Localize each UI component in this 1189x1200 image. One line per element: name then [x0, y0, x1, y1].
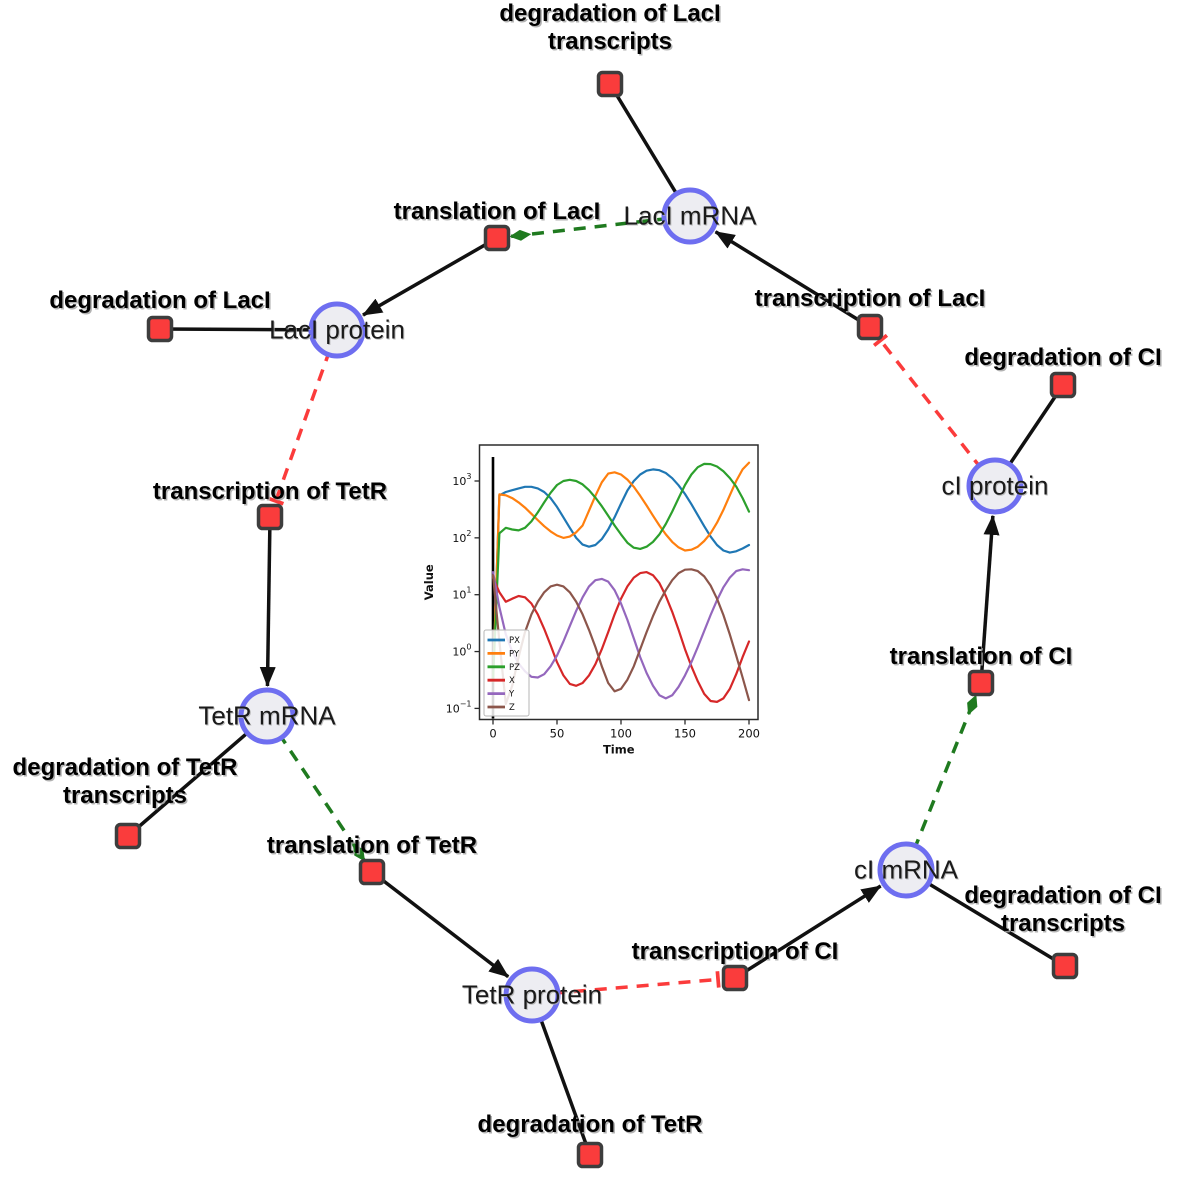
- x-tick-label: 0: [489, 727, 496, 741]
- edge-tetR_prot-to-transc_cI-inhibition: [531, 971, 721, 997]
- y-tick-label: 101: [452, 586, 471, 602]
- time-series-chart: 0 50 100 150 200 103 102 101 100 10−1 Time Value PX P…: [422, 436, 770, 758]
- legend-label: PY: [509, 649, 520, 659]
- reaction-node-transl_cI[interactable]: [967, 669, 995, 697]
- x-tick-label: 50: [550, 727, 565, 741]
- curve-Z: [491, 568, 751, 706]
- reaction-node-transl_tetR[interactable]: [358, 858, 386, 886]
- y-axis-label: Value: [422, 564, 436, 600]
- curve-Y: [491, 568, 751, 700]
- reaction-node-transl_lacI[interactable]: [483, 224, 511, 252]
- y-tick-label: 10−1: [446, 699, 472, 715]
- edge-tetR_mRNA-to-deg_tetR_tr-plain: [126, 714, 269, 838]
- species-node-tetR_prot[interactable]: [503, 966, 561, 1024]
- edge-transl_tetR-to-tetR_prot-arrow: [370, 870, 510, 979]
- edge-cI_mRNA-to-deg_cI_tr-plain: [905, 868, 1066, 968]
- species-node-cI_mRNA[interactable]: [877, 841, 935, 899]
- x-tick-label: 150: [674, 727, 696, 741]
- reaction-node-deg_cI_tr[interactable]: [1051, 952, 1079, 980]
- reaction-node-deg_lacI_tr[interactable]: [596, 70, 624, 98]
- curve-PZ: [491, 462, 751, 683]
- legend-box: [483, 629, 530, 717]
- curve-PX: [491, 468, 751, 683]
- reaction-node-deg_tetR[interactable]: [576, 1141, 604, 1169]
- edge-cI_prot-to-transc_lacI-inhibition: [872, 333, 997, 488]
- x-tick-label: 200: [738, 727, 760, 741]
- edge-transl_cI-to-cI_prot-arrow: [979, 514, 1000, 684]
- species-node-cI_prot[interactable]: [966, 457, 1024, 515]
- edge-cI_mRNA-to-transl_cI-modifier: [904, 694, 978, 871]
- reaction-node-deg_lacI[interactable]: [146, 315, 174, 343]
- edges-layer: [126, 83, 1066, 1156]
- reaction-node-transc_cI[interactable]: [721, 964, 749, 992]
- edge-transc_cI-to-cI_mRNA-arrow: [734, 884, 882, 980]
- curve-PY: [491, 461, 751, 683]
- species-node-lacI_mRNA[interactable]: [661, 187, 719, 245]
- legend-label: Y: [508, 690, 515, 700]
- legend-label: X: [509, 676, 515, 686]
- reaction-node-transc_tetR[interactable]: [256, 503, 284, 531]
- species-node-tetR_mRNA[interactable]: [238, 687, 296, 745]
- x-tick-label: 100: [610, 727, 632, 741]
- edge-transl_lacI-to-lacI_prot-arrow: [362, 236, 498, 317]
- edge-transc_tetR-to-tetR_mRNA-arrow: [259, 516, 276, 688]
- edge-transc_lacI-to-lacI_mRNA-arrow: [714, 230, 871, 329]
- edge-lacI_mRNA-to-transl_lacI-modifier: [509, 214, 691, 241]
- curve-X: [491, 570, 751, 704]
- nodes-layer: [114, 70, 1079, 1169]
- reaction-node-transc_lacI[interactable]: [856, 313, 884, 341]
- edge-tetR_mRNA-to-transl_tetR-modifier: [265, 715, 366, 862]
- y-tick-label: 103: [452, 472, 471, 488]
- y-tick-label: 102: [452, 529, 471, 545]
- y-tick-label: 100: [452, 643, 471, 659]
- reaction-node-deg_tetR_tr[interactable]: [114, 822, 142, 850]
- edge-lacI_prot-to-transc_tetR-inhibition: [267, 329, 339, 506]
- species-node-lacI_prot[interactable]: [308, 301, 366, 359]
- legend-label: PZ: [509, 663, 520, 673]
- x-axis-label: Time: [603, 743, 635, 757]
- reaction-node-deg_cI[interactable]: [1049, 371, 1077, 399]
- edge-lacI_prot-to-deg_lacI-plain: [159, 327, 338, 332]
- legend-label: Z: [509, 703, 515, 713]
- legend-label: PX: [509, 636, 520, 646]
